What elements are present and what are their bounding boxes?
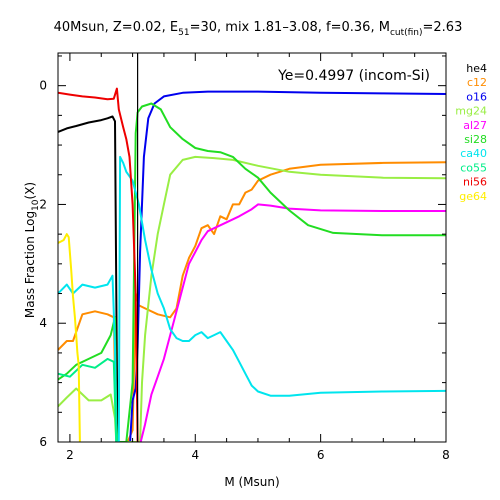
legend-label-o16: o16 xyxy=(466,90,487,103)
axis-ticks: 2 4 6 8 0 2 4 6 xyxy=(39,53,450,462)
chart-title: 40Msun, Z=0.02, E51=30, mix 1.81–3.08, f… xyxy=(54,20,463,38)
legend-label-ca40: ca40 xyxy=(460,147,487,160)
x-tick-label: 8 xyxy=(442,448,450,462)
series-line-mg24 xyxy=(58,155,446,442)
series-line-co55 xyxy=(58,357,118,442)
legend-label-co55: co55 xyxy=(460,161,487,174)
series-lines xyxy=(58,87,446,442)
legend-label-ge64: ge64 xyxy=(459,190,487,203)
title-sub-e: 51 xyxy=(178,28,189,38)
title-end: =2.63 xyxy=(423,20,463,35)
x-tick-label: 2 xyxy=(66,448,74,462)
legend-label-he4: he4 xyxy=(466,62,487,75)
series-line-si28 xyxy=(58,102,446,442)
x-tick-label: 6 xyxy=(317,448,325,462)
annotation-ye: Ye=0.4997 (incom-Si) xyxy=(277,68,430,84)
title-main: 40Msun, Z=0.02, E xyxy=(54,20,179,35)
series-line-ge64 xyxy=(58,233,81,442)
legend-label-si28: si28 xyxy=(464,133,487,146)
series-line-ca40 xyxy=(58,155,446,442)
y-tick-label: 0 xyxy=(39,79,47,93)
series-line-he4 xyxy=(58,115,119,442)
series-line-ni56 xyxy=(58,87,139,442)
legend-label-al27: al27 xyxy=(463,119,487,132)
y-tick-label: 2 xyxy=(39,197,47,211)
series-line-c12 xyxy=(58,161,446,442)
x-axis-label: M (Msun) xyxy=(224,475,279,489)
legend-label-c12: c12 xyxy=(467,76,487,89)
series-line-o16 xyxy=(129,90,446,442)
y-label-end: (X) xyxy=(23,182,37,200)
y-tick-label: 6 xyxy=(39,435,47,449)
y-tick-label: 4 xyxy=(39,316,47,330)
y-label-main: Mass Fraction Log xyxy=(23,211,37,318)
y-axis-label: Mass Fraction Log10(X) xyxy=(23,182,41,318)
title-mid: =30, mix 1.81–3.08, f=0.36, M xyxy=(190,20,390,35)
title-sub-mcut: cut(fin) xyxy=(390,28,423,38)
legend-label-ni56: ni56 xyxy=(463,176,487,189)
series-line-al27 xyxy=(139,203,446,442)
x-tick-label: 4 xyxy=(191,448,199,462)
plot-frame xyxy=(57,52,447,443)
y-label-sub: 10 xyxy=(31,199,41,211)
legend-label-mg24: mg24 xyxy=(455,105,487,118)
svg-text:40Msun, Z=0.02, E51=30, mix 1.: 40Msun, Z=0.02, E51=30, mix 1.81–3.08, f… xyxy=(54,20,463,38)
